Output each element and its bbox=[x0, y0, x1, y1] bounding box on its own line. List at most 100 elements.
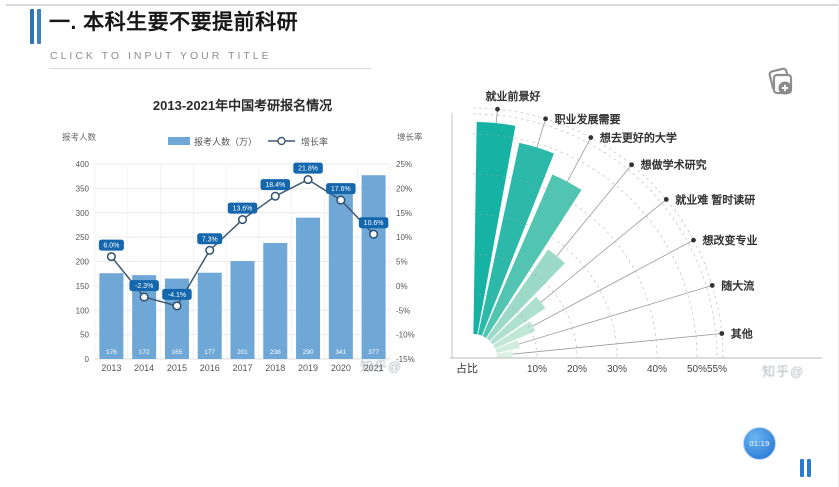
fan-category-label: 其他 bbox=[731, 326, 753, 340]
watermark: 知乎@ bbox=[360, 359, 403, 374]
fan-sector bbox=[473, 122, 516, 335]
growth-marker bbox=[139, 292, 149, 302]
growth-marker bbox=[336, 195, 346, 205]
x-axis-tick: 2017 bbox=[232, 363, 252, 373]
right-axis-title: 增长率 bbox=[397, 132, 423, 142]
grid-arc bbox=[472, 293, 538, 359]
fan-category-label: 就业前景好 bbox=[486, 89, 541, 103]
fan-sector bbox=[490, 296, 546, 345]
label-dot bbox=[709, 283, 715, 288]
fan-axis-tick: 55% bbox=[707, 364, 727, 375]
fan-axis-title: 占比 bbox=[456, 361, 478, 375]
label-leader-line bbox=[495, 285, 713, 352]
growth-label: 17.6% bbox=[331, 186, 351, 193]
title-accent-bars bbox=[30, 9, 42, 44]
pause-icon[interactable] bbox=[800, 459, 811, 477]
x-axis-tick: 2016 bbox=[200, 363, 220, 373]
left-axis-tick: 0 bbox=[85, 355, 90, 364]
bar-value-label: 341 bbox=[335, 349, 346, 356]
label-dot bbox=[691, 237, 696, 243]
growth-marker bbox=[205, 245, 215, 255]
label-dot bbox=[719, 331, 725, 336]
right-axis-tick: 5% bbox=[396, 258, 408, 267]
duplicate-slide-icon[interactable] bbox=[758, 64, 802, 108]
x-axis-tick: 2020 bbox=[331, 363, 351, 373]
growth-marker bbox=[369, 229, 379, 239]
left-axis-tick: 400 bbox=[76, 160, 90, 169]
bar bbox=[263, 242, 288, 359]
grid-arc bbox=[472, 113, 718, 359]
fan-axis-tick: 10% bbox=[527, 364, 547, 375]
growth-marker bbox=[270, 191, 280, 201]
bar bbox=[361, 175, 386, 359]
bar-value-label: 165 bbox=[172, 349, 183, 356]
slide-top-border bbox=[6, 4, 838, 6]
pause-bar bbox=[800, 459, 804, 477]
legend-label: 增长率 bbox=[301, 136, 328, 147]
left-axis-tick: 100 bbox=[76, 306, 90, 315]
legend-label: 报考人数（万） bbox=[194, 136, 257, 147]
label-dot bbox=[588, 135, 594, 140]
growth-label-badge bbox=[197, 233, 223, 245]
x-axis-tick: 2015 bbox=[167, 363, 187, 373]
right-axis-tick: -5% bbox=[396, 306, 410, 315]
fan-category-label: 职业发展需要 bbox=[555, 112, 621, 126]
x-axis-tick: 2014 bbox=[134, 363, 154, 373]
legend-line-marker bbox=[277, 136, 286, 146]
growth-label-badge bbox=[326, 183, 356, 195]
bar-value-label: 172 bbox=[139, 349, 150, 356]
growth-marker bbox=[106, 252, 116, 262]
fan-axis-tick: 20% bbox=[567, 364, 587, 375]
growth-label: 21.8% bbox=[298, 166, 318, 173]
fan-sector bbox=[495, 340, 520, 353]
growth-label-badge bbox=[227, 202, 258, 214]
fan-axis-tick: 30% bbox=[607, 364, 627, 375]
right-axis-tick: 0% bbox=[396, 282, 408, 291]
bar-value-label: 201 bbox=[237, 349, 248, 356]
page-title: 一. 本科生要不要提前科研 bbox=[49, 11, 299, 34]
fan-sector bbox=[496, 350, 513, 358]
growth-label: -4.1% bbox=[168, 292, 186, 299]
accent-bar bbox=[37, 9, 41, 44]
bar-value-label: 238 bbox=[270, 349, 281, 356]
x-axis-tick: 2019 bbox=[298, 363, 318, 373]
fan-category-label: 就业难 暂时读研 bbox=[675, 192, 755, 206]
left-axis-tick: 200 bbox=[76, 258, 90, 267]
left-axis-tick: 350 bbox=[76, 184, 90, 193]
growth-marker bbox=[237, 215, 248, 225]
bar-value-label: 377 bbox=[368, 349, 379, 356]
timer-badge[interactable]: 01:19 bbox=[743, 427, 776, 460]
x-axis-tick: 2021 bbox=[364, 363, 384, 373]
bar bbox=[296, 217, 321, 359]
right-axis-tick: 10% bbox=[396, 233, 412, 242]
label-leader-line bbox=[496, 333, 722, 357]
right-axis-tick: 25% bbox=[396, 160, 412, 169]
right-axis-tick: -15% bbox=[396, 355, 415, 364]
label-dot bbox=[495, 106, 500, 112]
growth-label-badge bbox=[260, 179, 291, 191]
left-axis-title: 报考人数 bbox=[62, 132, 97, 142]
growth-label: 13.6% bbox=[233, 206, 253, 213]
growth-label-badge bbox=[162, 288, 192, 300]
page-subtitle: CLICK TO INPUT YOUR TITLE bbox=[50, 50, 272, 62]
right-axis-tick: 20% bbox=[396, 184, 412, 193]
label-dot bbox=[629, 162, 634, 168]
bar-value-label: 176 bbox=[106, 349, 117, 356]
accent-bar bbox=[30, 9, 34, 44]
bar bbox=[328, 192, 353, 359]
fan-axis-tick: 50% bbox=[687, 364, 707, 375]
growth-label: 6.0% bbox=[103, 243, 119, 250]
fan-category-label: 想做学术研究 bbox=[640, 158, 707, 172]
fan-sector bbox=[486, 249, 565, 341]
fan-category-label: 想去更好的大学 bbox=[599, 131, 677, 145]
growth-label-badge bbox=[293, 162, 323, 174]
label-dot bbox=[543, 116, 548, 122]
pause-bar bbox=[807, 459, 811, 477]
growth-label-badge bbox=[98, 239, 124, 251]
right-axis-tick: 15% bbox=[396, 209, 412, 218]
watermark: 知乎@ bbox=[762, 364, 805, 379]
bar-value-label: 290 bbox=[303, 349, 314, 356]
bar bbox=[197, 272, 222, 359]
fan-axis-tick: 40% bbox=[647, 364, 667, 375]
